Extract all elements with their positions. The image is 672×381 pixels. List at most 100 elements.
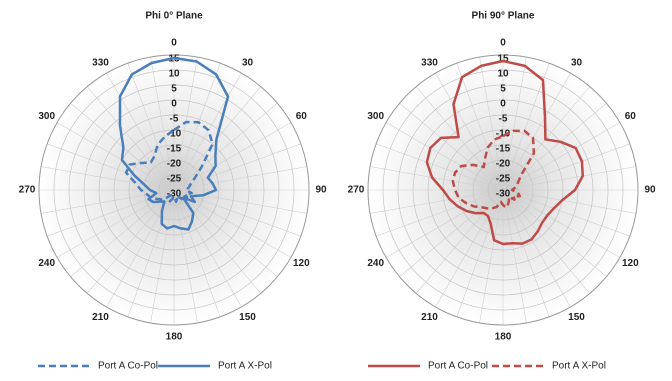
r-tick-label: 5: [500, 84, 506, 95]
angle-label: 330: [92, 57, 109, 68]
r-tick-label: -5: [499, 114, 508, 125]
spoke: [173, 166, 308, 191]
angle-label: 0: [171, 38, 177, 49]
spoke: [106, 72, 175, 191]
spoke: [385, 189, 504, 258]
grid-ring: [367, 54, 639, 326]
r-tick-label: 10: [497, 69, 509, 80]
spoke: [502, 63, 550, 191]
grid-ring: [457, 144, 549, 236]
spoke: [127, 189, 175, 317]
angle-label: 120: [293, 258, 310, 269]
spoke: [369, 166, 504, 191]
r-tick-label: -20: [496, 159, 511, 170]
spoke: [40, 189, 175, 214]
grid-ring: [68, 84, 280, 296]
spoke: [173, 189, 278, 278]
series-line: [425, 59, 585, 246]
angle-label: 60: [296, 111, 308, 122]
spoke: [399, 102, 504, 191]
r-tick-label: -10: [496, 129, 511, 140]
spoke: [173, 189, 198, 324]
grid-ring: [143, 159, 205, 221]
spoke: [173, 189, 242, 308]
legend-label: Port A X-Pol: [218, 361, 272, 372]
grid-ring: [128, 144, 220, 236]
angle-label: 180: [166, 332, 183, 343]
spoke: [415, 86, 504, 191]
spoke: [376, 143, 504, 191]
spoke: [502, 189, 630, 237]
legend-label: Port A X-Pol: [552, 361, 606, 372]
angle-label: 330: [421, 57, 438, 68]
spoke: [502, 189, 550, 317]
series-line: [118, 56, 230, 231]
spoke: [173, 72, 242, 191]
r-tick-label: -15: [167, 144, 182, 155]
angle-label: 150: [239, 312, 256, 323]
r-tick-label: -30: [496, 189, 511, 200]
spoke: [47, 189, 175, 237]
spoke: [86, 189, 175, 294]
angle-label: 30: [571, 57, 583, 68]
grid-ring: [397, 84, 609, 296]
spoke: [150, 56, 175, 191]
angle-label: 180: [495, 332, 512, 343]
grid-ring: [472, 159, 534, 221]
r-tick-label: 0: [171, 99, 177, 110]
angle-label: 60: [625, 111, 637, 122]
angle-label: 90: [644, 185, 656, 196]
grid-ring: [53, 69, 295, 311]
r-tick-label: -15: [496, 144, 511, 155]
angle-label: 120: [622, 258, 639, 269]
spoke: [435, 72, 504, 191]
spoke: [502, 189, 621, 258]
spoke: [456, 63, 504, 191]
spoke: [173, 189, 221, 317]
spoke: [479, 189, 504, 324]
spoke: [502, 56, 527, 191]
spoke: [502, 143, 630, 191]
angle-label: 210: [92, 312, 109, 323]
spoke: [456, 189, 504, 317]
angle-label: 300: [367, 111, 384, 122]
spoke: [173, 189, 308, 214]
spoke: [502, 189, 591, 294]
angle-label: 30: [242, 57, 254, 68]
grid-ring: [412, 99, 594, 281]
spoke: [127, 63, 175, 191]
angle-label: 240: [38, 258, 55, 269]
r-tick-label: -30: [167, 189, 182, 200]
chart-title: Phi 90° Plane: [472, 11, 535, 22]
r-tick-label: -25: [167, 174, 182, 185]
spoke: [502, 189, 637, 214]
spoke: [40, 166, 175, 191]
spoke: [369, 189, 504, 214]
spoke: [502, 189, 607, 278]
spoke: [47, 143, 175, 191]
r-tick-label: -10: [167, 129, 182, 140]
grid-ring: [158, 174, 190, 206]
series-line: [124, 120, 214, 204]
angle-label: 150: [568, 312, 585, 323]
grid-ring: [427, 114, 579, 266]
spoke: [415, 189, 504, 294]
r-tick-label: -25: [496, 174, 511, 185]
spoke: [173, 102, 278, 191]
spoke: [56, 122, 175, 191]
angle-label: 0: [500, 38, 506, 49]
spoke: [173, 189, 301, 237]
spoke: [502, 189, 527, 324]
spoke: [150, 189, 175, 324]
spoke: [479, 56, 504, 191]
grid-ring: [382, 69, 624, 311]
r-tick-label: 10: [168, 69, 180, 80]
spoke: [173, 143, 301, 191]
spoke: [173, 63, 221, 191]
r-tick-label: 5: [171, 84, 177, 95]
r-tick-label: 0: [500, 99, 506, 110]
spoke: [502, 102, 607, 191]
chart-title: Phi 0° Plane: [145, 11, 203, 22]
spoke: [385, 122, 504, 191]
